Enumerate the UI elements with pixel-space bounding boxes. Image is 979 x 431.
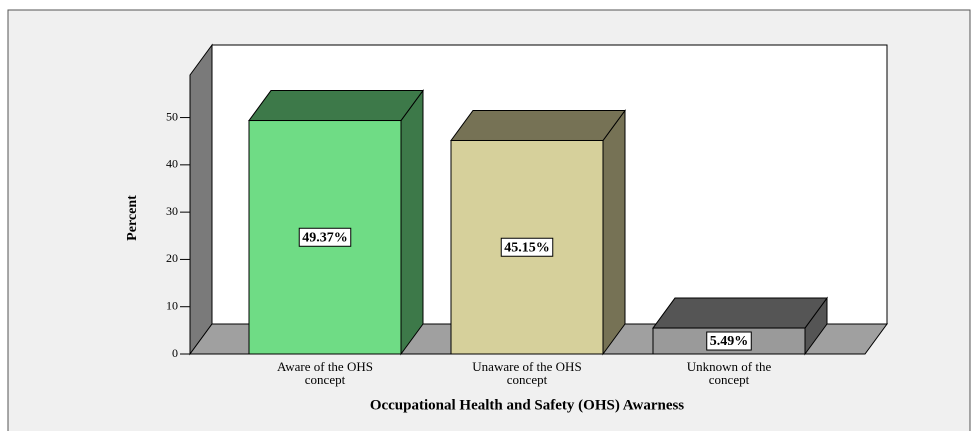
y-tick-label: 40	[166, 157, 178, 171]
x-tick-label: Unknown of the concept	[687, 359, 772, 387]
y-tick-label: 30	[166, 204, 178, 218]
side-wall	[189, 43, 213, 356]
y-tick-label: 20	[166, 251, 178, 265]
y-tick-label: 50	[166, 109, 178, 123]
x-tick-label: Unaware of the OHS concept	[472, 359, 581, 387]
bar-side	[400, 89, 424, 356]
bar: 5.49% Unknown of the concept	[652, 296, 828, 387]
value-label: 45.15%	[504, 240, 550, 255]
plot: 0 10 20 30 40 50 49.37% Aware of the OHS concept…	[166, 43, 888, 387]
bar-top	[248, 90, 424, 122]
value-label-box	[500, 237, 554, 257]
bar-side	[602, 108, 626, 356]
value-label: 49.37%	[302, 230, 348, 245]
y-tick-label: 10	[166, 298, 178, 312]
x-tick-label: Aware of the OHS concept	[277, 359, 373, 387]
bar-top	[450, 109, 626, 141]
x-axis-title: Occupational Health and Safety (OHS) Awa…	[370, 397, 684, 413]
value-label-box	[298, 227, 352, 247]
bar: 49.37% Aware of the OHS concept	[248, 89, 424, 387]
bar-top	[652, 297, 828, 329]
value-label-box	[706, 331, 752, 351]
y-axis-title: Percent	[125, 195, 140, 241]
y-tick-label: 0	[172, 346, 178, 360]
bar: 45.15% Unaware of the OHS concept	[450, 108, 626, 387]
value-label: 5.49%	[710, 334, 749, 349]
